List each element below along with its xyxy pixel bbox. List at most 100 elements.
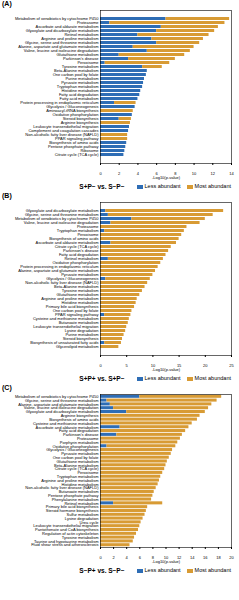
svg-text:Beta-Alanine metabolism: Beta-Alanine metabolism <box>54 284 99 290</box>
svg-text:10: 10 <box>192 171 197 176</box>
svg-text:Fatty acid metabolism: Fatty acid metabolism <box>59 96 99 102</box>
svg-text:4: 4 <box>126 555 129 560</box>
svg-text:Ribosome: Ribosome <box>80 148 99 154</box>
svg-text:Beta-Alanine metabolism: Beta-Alanine metabolism <box>54 68 99 74</box>
svg-text:Valine, leucine and isoleucine: Valine, leucine and isoleucine degradati… <box>23 48 99 54</box>
svg-text:Pentose phosphate pathway: Pentose phosphate pathway <box>48 144 99 150</box>
svg-text:-Log10(p-value): -Log10(p-value) <box>152 367 181 372</box>
svg-text:PPAR signaling pathway: PPAR signaling pathway <box>55 312 99 318</box>
svg-text:Aminoacyl-tRNA biosynthesis: Aminoacyl-tRNA biosynthesis <box>46 108 99 114</box>
svg-text:Glyoxylate and dicarboxylate m: Glyoxylate and dicarboxylate metabolism <box>25 208 99 214</box>
svg-text:Glycine, serine and threonine: Glycine, serine and threonine metabolism <box>24 40 99 46</box>
svg-text:14: 14 <box>229 171 234 176</box>
svg-text:Tryptophan metabolism: Tryptophan metabolism <box>56 228 99 234</box>
svg-text:Citrate cycle (TCA cycle): Citrate cycle (TCA cycle) <box>55 152 99 157</box>
svg-text:Parkinson's disease: Parkinson's disease <box>63 56 99 62</box>
svg-text:Steroid biosynthesis: Steroid biosynthesis <box>62 116 99 122</box>
svg-text:0: 0 <box>99 555 102 560</box>
svg-text:Tyrosine metabolism: Tyrosine metabolism <box>61 288 99 294</box>
svg-text:Purine metabolism: Purine metabolism <box>65 332 99 338</box>
svg-text:0: 0 <box>99 363 102 368</box>
svg-text:5: 5 <box>126 363 129 368</box>
svg-text:Primary bile acid biosynthesis: Primary bile acid biosynthesis <box>45 304 99 310</box>
svg-text:Metabolism of xenobiotics by c: Metabolism of xenobiotics by cytochrome … <box>14 216 99 222</box>
svg-text:Lysine degradation: Lysine degradation <box>64 328 99 334</box>
svg-text:20: 20 <box>229 555 234 560</box>
svg-text:-Log10(p-value): -Log10(p-value) <box>152 175 181 180</box>
svg-text:Protein processing in endoplas: Protein processing in endoplasmic reticu… <box>20 100 99 106</box>
svg-text:20: 20 <box>203 363 208 368</box>
svg-text:Metabolism of xenobiotics by c: Metabolism of xenobiotics by cytochrome … <box>14 16 99 22</box>
svg-text:Histidine metabolism: Histidine metabolism <box>61 88 99 94</box>
svg-text:Retinol metabolism: Retinol metabolism <box>64 32 99 38</box>
svg-text:Peroxisome: Peroxisome <box>77 232 99 238</box>
svg-text:16: 16 <box>203 555 208 560</box>
svg-text:Biosynthesis of amino acids: Biosynthesis of amino acids <box>49 140 99 146</box>
svg-text:Peroxisome: Peroxisome <box>77 60 99 66</box>
svg-text:Fatty acid degradation: Fatty acid degradation <box>58 92 99 98</box>
svg-text:Tryptophan metabolism: Tryptophan metabolism <box>56 84 99 90</box>
svg-text:Ascorbate and aldarate metabol: Ascorbate and aldarate metabolism <box>35 240 99 246</box>
svg-text:Histidine metabolism: Histidine metabolism <box>61 300 99 306</box>
svg-text:Complement and coagulation cas: Complement and coagulation cascades <box>28 128 99 134</box>
html-text:(B): (B) <box>2 192 12 199</box>
svg-text:Parkinson's disease: Parkinson's disease <box>63 248 99 254</box>
svg-text:Glyoxylate and dicarboxylate m: Glyoxylate and dicarboxylate metabolism <box>25 28 99 34</box>
html-text:S+P− vs. S−P−: S+P− vs. S−P− <box>79 182 125 190</box>
svg-text:12: 12 <box>211 171 216 176</box>
svg-text:Protein processing in endoplas: Protein processing in endoplasmic reticu… <box>20 264 99 270</box>
svg-text:Fluid shear stress and atheros: Fluid shear stress and atherosclerosis <box>31 542 98 547</box>
svg-text:25: 25 <box>229 363 234 368</box>
svg-text:One carbon pool by folate: One carbon pool by folate <box>52 308 99 314</box>
svg-text:Pyruvate metabolism: Pyruvate metabolism <box>61 272 99 278</box>
svg-text:Glutathione metabolism: Glutathione metabolism <box>56 292 99 298</box>
svg-text:14: 14 <box>190 555 195 560</box>
svg-text:Butanoate metabolism: Butanoate metabolism <box>58 320 99 326</box>
svg-text:Glycolysis / Gluconeogenesis: Glycolysis / Gluconeogenesis <box>46 104 99 110</box>
html-text:Most abundant: Most abundant <box>194 183 231 189</box>
svg-text:Oxidative phosphorylation: Oxidative phosphorylation <box>52 112 99 118</box>
svg-text:Arginine and proline metabolis: Arginine and proline metabolism <box>41 296 99 302</box>
svg-text:Valine, leucine and isoleucine: Valine, leucine and isoleucine degradati… <box>23 220 99 226</box>
svg-text:Pyruvate metabolism: Pyruvate metabolism <box>61 80 99 86</box>
html-text:(A): (A) <box>2 0 12 7</box>
svg-text:Proteasome: Proteasome <box>76 20 99 26</box>
svg-text:Retinol metabolism: Retinol metabolism <box>64 256 99 262</box>
svg-text:Fatty acid degradation: Fatty acid degradation <box>58 252 99 258</box>
svg-text:Leukocyte transendothelial mig: Leukocyte transendothelial migration <box>33 324 99 330</box>
svg-text:Glutathione metabolism: Glutathione metabolism <box>56 52 99 58</box>
svg-text:Alanine, aspartate and glutama: Alanine, aspartate and glutamate metabol… <box>18 44 99 50</box>
svg-text:Non-alcoholic fatty liver dise: Non-alcoholic fatty liver disease (NAFLD… <box>25 132 99 138</box>
svg-text:Cysteine and methionine metabo: Cysteine and methionine metabolism <box>32 316 99 322</box>
svg-text:Glycolysis / Gluconeogenesis: Glycolysis / Gluconeogenesis <box>46 276 99 282</box>
svg-text:Oxidative phosphorylation: Oxidative phosphorylation <box>52 260 99 266</box>
svg-text:Leukocyte transendothelial mig: Leukocyte transendothelial migration <box>33 124 99 130</box>
svg-text:Steroid biosynthesis: Steroid biosynthesis <box>62 336 99 342</box>
html-text:S+P+ vs. S+P−: S+P+ vs. S+P− <box>79 374 125 382</box>
svg-text:-Log10(p-value): -Log10(p-value) <box>152 559 181 564</box>
html-text:S−P+ vs. S−P−: S−P+ vs. S−P− <box>79 566 125 574</box>
svg-text:Proteasome: Proteasome <box>76 224 99 230</box>
svg-text:Glycine, serine and threonine: Glycine, serine and threonine metabolism <box>24 212 99 218</box>
svg-text:One carbon pool by folate: One carbon pool by folate <box>52 72 99 78</box>
svg-text:Arginine and proline metabolis: Arginine and proline metabolism <box>41 36 99 42</box>
svg-text:Biosynthesis of unsaturated fa: Biosynthesis of unsaturated fatty acids <box>30 340 99 346</box>
svg-text:Ascorbate and aldarate metabol: Ascorbate and aldarate metabolism <box>35 24 99 30</box>
svg-text:2: 2 <box>118 171 121 176</box>
svg-text:Citrate cycle (TCA cycle): Citrate cycle (TCA cycle) <box>54 244 99 250</box>
svg-text:Arginine biosynthesis: Arginine biosynthesis <box>60 120 99 126</box>
svg-text:Alanine, aspartate and glutama: Alanine, aspartate and glutamate metabol… <box>18 268 99 274</box>
svg-text:6: 6 <box>139 555 142 560</box>
html-text:Less abundant: Less abundant <box>144 183 181 189</box>
svg-text:Glycerolipid metabolism: Glycerolipid metabolism <box>56 344 99 349</box>
svg-text:PPAR signaling pathway: PPAR signaling pathway <box>55 136 99 142</box>
svg-text:4: 4 <box>137 171 140 176</box>
svg-text:Tyrosine metabolism: Tyrosine metabolism <box>61 64 99 70</box>
svg-text:Biosynthesis of amino acids: Biosynthesis of amino acids <box>49 236 99 242</box>
svg-text:0: 0 <box>99 171 102 176</box>
svg-text:Purine metabolism: Purine metabolism <box>65 76 99 82</box>
svg-text:2: 2 <box>112 555 115 560</box>
svg-text:Non-alcoholic fatty liver dise: Non-alcoholic fatty liver disease (NAFLD… <box>25 280 99 286</box>
svg-text:18: 18 <box>216 555 221 560</box>
html-text:(C): (C) <box>2 384 12 391</box>
